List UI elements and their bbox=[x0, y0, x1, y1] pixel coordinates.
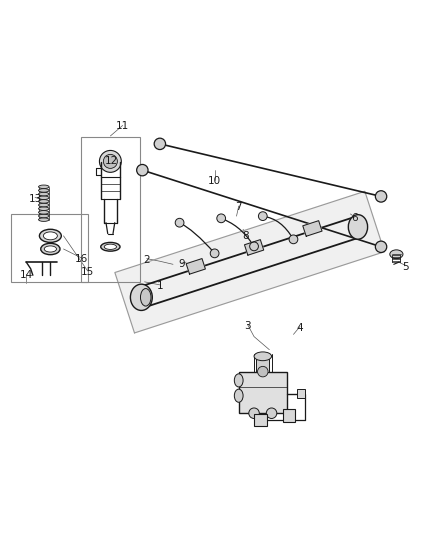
Ellipse shape bbox=[375, 241, 387, 253]
Ellipse shape bbox=[39, 189, 49, 192]
Ellipse shape bbox=[39, 207, 49, 211]
Ellipse shape bbox=[258, 212, 267, 221]
Text: 11: 11 bbox=[116, 122, 129, 131]
Text: 16: 16 bbox=[74, 254, 88, 264]
Bar bbox=[81, 138, 140, 282]
Ellipse shape bbox=[39, 196, 49, 199]
Text: 7: 7 bbox=[235, 203, 242, 212]
Ellipse shape bbox=[104, 244, 117, 249]
Ellipse shape bbox=[154, 138, 166, 150]
Text: 9: 9 bbox=[178, 260, 185, 269]
Ellipse shape bbox=[39, 211, 49, 214]
Text: 4: 4 bbox=[297, 323, 304, 333]
Ellipse shape bbox=[44, 246, 57, 252]
Ellipse shape bbox=[348, 215, 367, 239]
Ellipse shape bbox=[39, 203, 49, 207]
Ellipse shape bbox=[39, 185, 49, 189]
Polygon shape bbox=[186, 259, 205, 274]
Ellipse shape bbox=[250, 242, 258, 251]
Ellipse shape bbox=[210, 249, 219, 258]
Ellipse shape bbox=[234, 389, 243, 402]
Ellipse shape bbox=[41, 243, 60, 255]
Ellipse shape bbox=[141, 288, 151, 306]
Ellipse shape bbox=[175, 219, 184, 227]
Ellipse shape bbox=[390, 250, 403, 259]
Ellipse shape bbox=[131, 284, 152, 310]
Ellipse shape bbox=[254, 352, 272, 361]
Bar bbox=[254, 414, 267, 426]
Ellipse shape bbox=[39, 214, 49, 218]
Bar bbox=[239, 372, 287, 413]
Ellipse shape bbox=[249, 408, 259, 418]
Ellipse shape bbox=[103, 155, 117, 168]
Ellipse shape bbox=[101, 243, 120, 251]
Text: 2: 2 bbox=[143, 255, 150, 265]
Ellipse shape bbox=[258, 366, 268, 377]
Text: 5: 5 bbox=[402, 262, 409, 271]
Text: 12: 12 bbox=[105, 156, 118, 166]
Ellipse shape bbox=[234, 374, 243, 387]
Bar bbox=[11, 214, 88, 282]
Ellipse shape bbox=[43, 232, 57, 240]
Ellipse shape bbox=[217, 214, 226, 223]
Ellipse shape bbox=[375, 191, 387, 202]
Bar bbox=[297, 389, 305, 398]
Polygon shape bbox=[115, 191, 385, 333]
Text: 14: 14 bbox=[20, 270, 33, 280]
Ellipse shape bbox=[39, 192, 49, 196]
Text: 3: 3 bbox=[244, 321, 251, 330]
Ellipse shape bbox=[39, 200, 49, 203]
Text: 15: 15 bbox=[81, 266, 94, 277]
Ellipse shape bbox=[137, 165, 148, 176]
Ellipse shape bbox=[39, 218, 49, 221]
Ellipse shape bbox=[289, 235, 298, 244]
Bar bbox=[283, 409, 295, 422]
Text: 10: 10 bbox=[208, 176, 221, 186]
Ellipse shape bbox=[39, 229, 61, 243]
Text: 1: 1 bbox=[156, 281, 163, 291]
Ellipse shape bbox=[99, 150, 121, 172]
Polygon shape bbox=[244, 240, 264, 255]
Ellipse shape bbox=[266, 408, 277, 418]
Bar bbox=[256, 359, 269, 372]
Text: 13: 13 bbox=[28, 193, 42, 204]
Polygon shape bbox=[303, 221, 322, 236]
Text: 8: 8 bbox=[242, 231, 249, 241]
Text: 6: 6 bbox=[351, 213, 358, 223]
